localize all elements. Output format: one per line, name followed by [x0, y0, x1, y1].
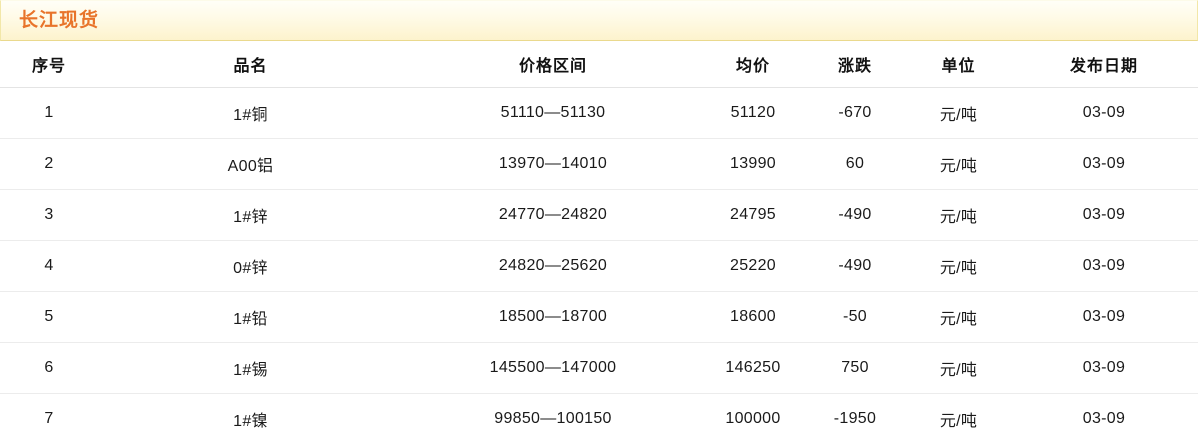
cell-change: 750	[803, 343, 907, 394]
cell-name: 1#锌	[98, 190, 403, 241]
cell-avg: 18600	[703, 292, 803, 343]
table-header-row: 序号 品名 价格区间 均价 涨跌 单位 发布日期	[0, 41, 1198, 88]
cell-change: -670	[803, 88, 907, 139]
cell-unit: 元/吨	[907, 190, 1010, 241]
cell-name: 0#锌	[98, 241, 403, 292]
cell-unit: 元/吨	[907, 343, 1010, 394]
cell-date: 03-09	[1010, 394, 1198, 444]
cell-name: 1#铅	[98, 292, 403, 343]
column-header-date: 发布日期	[1010, 41, 1198, 88]
column-header-avg: 均价	[703, 41, 803, 88]
cell-range: 99850—100150	[403, 394, 703, 444]
cell-date: 03-09	[1010, 88, 1198, 139]
cell-date: 03-09	[1010, 190, 1198, 241]
cell-unit: 元/吨	[907, 394, 1010, 444]
cell-range: 24770—24820	[403, 190, 703, 241]
cell-name: 1#锡	[98, 343, 403, 394]
cell-index: 1	[0, 88, 98, 139]
cell-index: 4	[0, 241, 98, 292]
cell-name: 1#镍	[98, 394, 403, 444]
cell-index: 3	[0, 190, 98, 241]
cell-date: 03-09	[1010, 343, 1198, 394]
cell-unit: 元/吨	[907, 292, 1010, 343]
cell-date: 03-09	[1010, 241, 1198, 292]
cell-name: 1#铜	[98, 88, 403, 139]
cell-range: 51110—51130	[403, 88, 703, 139]
cell-unit: 元/吨	[907, 241, 1010, 292]
page-title: 长江现货	[19, 11, 99, 30]
column-header-range: 价格区间	[403, 41, 703, 88]
cell-avg: 24795	[703, 190, 803, 241]
cell-range: 145500—147000	[403, 343, 703, 394]
cell-date: 03-09	[1010, 139, 1198, 190]
cell-avg: 146250	[703, 343, 803, 394]
cell-unit: 元/吨	[907, 88, 1010, 139]
cell-index: 2	[0, 139, 98, 190]
column-header-index: 序号	[0, 41, 98, 88]
cell-range: 13970—14010	[403, 139, 703, 190]
cell-avg: 25220	[703, 241, 803, 292]
table-header: 序号 品名 价格区间 均价 涨跌 单位 发布日期	[0, 41, 1198, 88]
column-header-unit: 单位	[907, 41, 1010, 88]
cell-range: 18500—18700	[403, 292, 703, 343]
panel-header: 长江现货	[0, 0, 1198, 41]
cell-avg: 51120	[703, 88, 803, 139]
cell-change: 60	[803, 139, 907, 190]
cell-avg: 100000	[703, 394, 803, 444]
cell-change: -1950	[803, 394, 907, 444]
column-header-name: 品名	[98, 41, 403, 88]
column-header-change: 涨跌	[803, 41, 907, 88]
cell-index: 5	[0, 292, 98, 343]
cell-avg: 13990	[703, 139, 803, 190]
cell-index: 6	[0, 343, 98, 394]
cell-change: -50	[803, 292, 907, 343]
cell-unit: 元/吨	[907, 139, 1010, 190]
cell-change: -490	[803, 190, 907, 241]
cell-change: -490	[803, 241, 907, 292]
cell-range: 24820—25620	[403, 241, 703, 292]
cell-name: A00铝	[98, 139, 403, 190]
cell-date: 03-09	[1010, 292, 1198, 343]
cell-index: 7	[0, 394, 98, 444]
